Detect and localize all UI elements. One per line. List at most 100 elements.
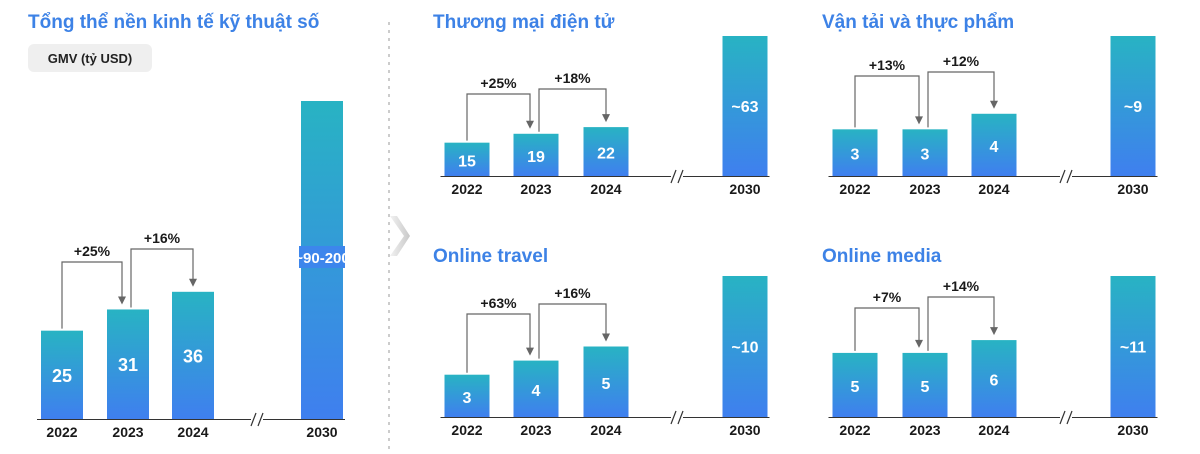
chart-title: Online travel (433, 246, 548, 267)
data-label-bg (299, 246, 345, 268)
data-label: 4 (532, 383, 541, 400)
growth-arrow: +18% (538, 70, 610, 132)
axis-break-marker (670, 410, 684, 425)
axis-break-marker (670, 169, 684, 184)
bar-2022 (444, 374, 490, 417)
bar-2022 (832, 129, 878, 176)
growth-label: +18% (554, 70, 591, 86)
growth-arrow: +63% (466, 295, 534, 373)
x-tick-label: 2023 (909, 422, 940, 438)
bar-2030 (1110, 276, 1156, 417)
data-label: 6 (990, 373, 999, 390)
data-label: ~10 (731, 340, 758, 357)
x-tick-label: 2024 (978, 181, 1009, 197)
x-tick-label: 2022 (46, 424, 77, 440)
bar-2023 (902, 129, 948, 176)
x-tick-label: 2022 (451, 181, 482, 197)
x-tick-label: 2030 (729, 181, 760, 197)
x-tick-label: 2022 (839, 181, 870, 197)
x-tick-label: 2030 (1117, 422, 1148, 438)
x-tick-label: 2022 (451, 422, 482, 438)
growth-label: +16% (144, 230, 181, 246)
x-tick-label: 2030 (306, 424, 337, 440)
data-label: 25 (52, 366, 72, 386)
bar-2024 (172, 291, 214, 419)
x-tick-label: 2024 (177, 424, 208, 440)
data-label: 36 (183, 346, 203, 366)
chevron-right-icon (390, 216, 410, 256)
data-label: 3 (463, 390, 472, 407)
x-tick-label: 2030 (729, 422, 760, 438)
x-tick-label: 2023 (520, 181, 551, 197)
growth-arrow: +25% (61, 243, 126, 329)
chart-title: Thương mại điện tử (433, 12, 615, 33)
growth-arrow: +13% (854, 57, 923, 128)
growth-arrow: +7% (854, 289, 923, 351)
bar-2022 (832, 352, 878, 417)
chart-title: Online media (822, 246, 942, 267)
axis-break-marker (1059, 169, 1073, 184)
growth-arrow: +16% (538, 285, 610, 359)
growth-label: +7% (873, 289, 902, 305)
x-tick-label: 2022 (839, 422, 870, 438)
growth-label: +13% (869, 57, 906, 73)
growth-label: +25% (480, 75, 517, 91)
data-label: ~11 (1120, 340, 1146, 357)
bar-2024 (971, 340, 1017, 417)
unit-badge: GMV (tỷ USD) (28, 44, 152, 72)
bar-2030 (1110, 36, 1156, 176)
bar-2024 (583, 127, 629, 176)
x-tick-label: 2024 (590, 422, 621, 438)
growth-label: +25% (74, 243, 111, 259)
data-label: 4 (990, 139, 999, 156)
data-label: 3 (921, 147, 930, 164)
chart-1: Tổng thể nền kinh tế kỹ thuật số 25 2022 31… (28, 12, 350, 440)
chart-4: Online travel 3 2022 4 2023 5 2024 ~10 2030 +63% +… (433, 246, 770, 438)
data-label: 31 (118, 355, 138, 375)
chart-title: Tổng thể nền kinh tế kỹ thuật số (28, 12, 320, 33)
axis-break-marker (250, 412, 264, 427)
x-tick-label: 2023 (112, 424, 143, 440)
data-label: 5 (921, 379, 930, 396)
x-tick-label: 2023 (909, 181, 940, 197)
x-tick-label: 2023 (520, 422, 551, 438)
chart-3: Vận tải và thực phẩm 3 2022 3 2023 4 2024 ~9 203… (822, 12, 1158, 197)
growth-arrow: +12% (927, 53, 998, 128)
chart-5: Online media 5 2022 5 2023 6 2024 ~11 2030 +7% +14… (822, 246, 1158, 438)
x-tick-label: 2024 (978, 422, 1009, 438)
growth-label: +63% (480, 295, 517, 311)
growth-arrow: +14% (927, 278, 998, 351)
growth-arrow: +16% (130, 230, 197, 308)
bar-2023 (513, 133, 559, 176)
data-label: ~63 (731, 99, 758, 116)
growth-label: +12% (943, 53, 980, 69)
data-label: ~9 (1124, 99, 1142, 116)
bar-2030 (722, 36, 768, 176)
chart-2: Thương mại điện tử 15 2022 19 2023 22 2024 ~63 2… (433, 12, 770, 197)
growth-arrow: +25% (466, 75, 534, 141)
data-label: 5 (602, 376, 611, 393)
bar-2024 (971, 113, 1017, 176)
data-label: 15 (458, 153, 476, 170)
bar-2023 (513, 360, 559, 417)
bar-2023 (107, 309, 149, 419)
growth-label: +16% (554, 285, 591, 301)
bar-2022 (41, 330, 83, 419)
data-label: ~90-200 (294, 250, 349, 267)
growth-label: +14% (943, 278, 980, 294)
data-label: 22 (597, 146, 615, 163)
charts-layer: Tổng thể nền kinh tế kỹ thuật số25202231… (28, 12, 1158, 440)
x-tick-label: 2030 (1117, 181, 1148, 197)
data-label: 3 (851, 147, 860, 164)
bar-2023 (902, 352, 948, 417)
unit-badge-label: GMV (tỷ USD) (48, 51, 133, 66)
bar-2022 (444, 142, 490, 176)
data-label: 19 (527, 149, 545, 166)
chart-title: Vận tải và thực phẩm (822, 12, 1014, 33)
x-tick-label: 2024 (590, 181, 621, 197)
axis-break-marker (1059, 410, 1073, 425)
data-label: 5 (851, 379, 860, 396)
bar-2024 (583, 346, 629, 417)
bar-2030 (722, 276, 768, 417)
